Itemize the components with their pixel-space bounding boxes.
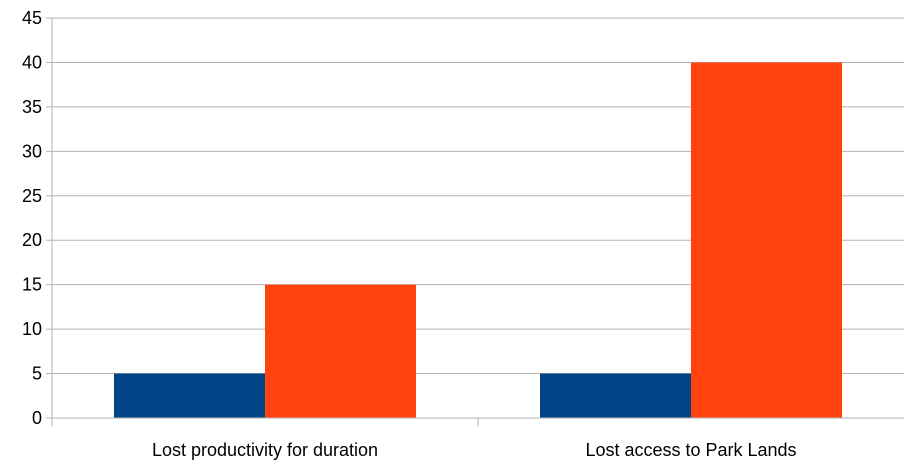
y-tick-label: 30 bbox=[22, 141, 42, 161]
axis-labels: 0 5 10 15 20 25 30 35 40 45 Lost productivity for … bbox=[22, 8, 797, 460]
gridlines bbox=[52, 17, 904, 375]
bar-series-0-category-0 bbox=[114, 373, 265, 418]
y-tick-label: 15 bbox=[22, 275, 42, 295]
bar-series-0-category-1 bbox=[540, 373, 691, 418]
y-tick-label: 10 bbox=[22, 319, 42, 339]
y-tick-label: 0 bbox=[32, 408, 42, 428]
bar-series-1-category-0 bbox=[265, 284, 416, 418]
axes bbox=[46, 17, 904, 426]
y-tick-label: 5 bbox=[32, 364, 42, 384]
y-tick-label: 35 bbox=[22, 97, 42, 117]
x-category-label: Lost productivity for duration bbox=[152, 440, 378, 460]
bars bbox=[114, 62, 842, 418]
y-tick-label: 25 bbox=[22, 186, 42, 206]
y-tick-label: 20 bbox=[22, 230, 42, 250]
y-tick-label: 45 bbox=[22, 8, 42, 28]
y-tick-label: 40 bbox=[22, 52, 42, 72]
x-category-label: Lost access to Park Lands bbox=[585, 440, 796, 460]
bar-series-1-category-1 bbox=[691, 62, 842, 418]
